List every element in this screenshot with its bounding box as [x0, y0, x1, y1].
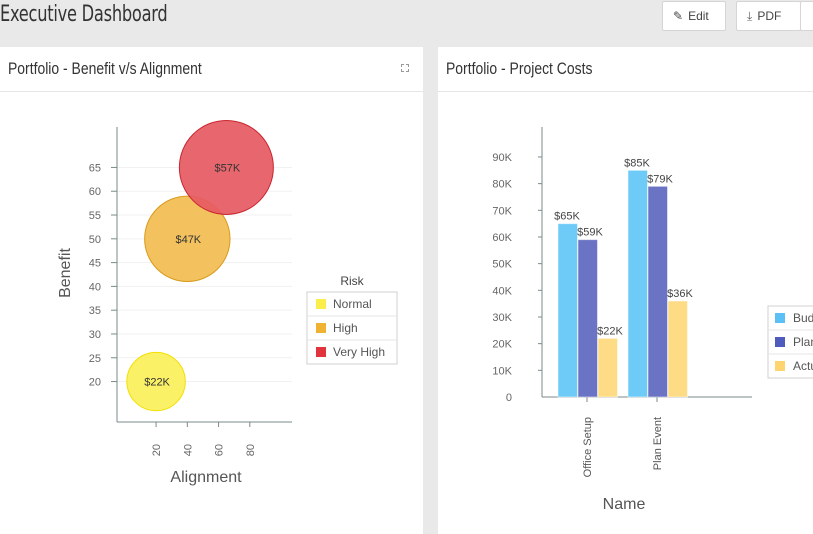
- x-axis-label: Alignment: [170, 469, 242, 486]
- y-tick-label: 0: [506, 392, 512, 404]
- panel-header: Portfolio - Project Costs: [438, 47, 813, 92]
- y-tick-label: 30K: [492, 312, 512, 324]
- y-tick-label: 40K: [492, 285, 512, 297]
- legend-swatch: [316, 323, 326, 333]
- y-tick-label: 60: [89, 186, 101, 198]
- y-tick-label: 60K: [492, 232, 512, 244]
- legend-swatch: [775, 337, 785, 347]
- benefit-alignment-panel: Portfolio - Benefit v/s Alignment 20 25 30…: [0, 47, 423, 534]
- legend-item: Planned: [793, 335, 813, 349]
- x-axis-label: Name: [603, 496, 646, 513]
- download-icon: ⤓: [747, 8, 753, 23]
- y-axis-label: Benefit: [57, 248, 74, 298]
- bar-label: $65K: [554, 211, 580, 223]
- project-costs-panel: Portfolio - Project Costs 0 10K 20K 30K 40K 5…: [438, 47, 813, 534]
- bubble-label: $22K: [144, 377, 170, 389]
- bar: [597, 337, 618, 398]
- y-tick-label: 80K: [492, 179, 512, 191]
- y-tick-label: 55: [89, 210, 101, 222]
- legend-swatch: [775, 361, 785, 371]
- panel-title: Portfolio - Project Costs: [446, 59, 593, 78]
- edit-label: Edit: [688, 9, 709, 23]
- pdf-button[interactable]: ⤓ PDF: [736, 1, 801, 31]
- bubble: [144, 195, 231, 282]
- bar-label: $85K: [624, 157, 650, 169]
- bubble: [126, 351, 186, 412]
- y-tick-label: 40: [89, 281, 101, 293]
- legend-item: High: [333, 321, 358, 335]
- bar-label: $22K: [597, 325, 623, 337]
- bar: [647, 185, 668, 398]
- bar: [627, 169, 648, 398]
- bubble-label: $47K: [175, 234, 201, 246]
- y-tick-label: 50K: [492, 259, 512, 271]
- pdf-label: PDF: [757, 9, 782, 23]
- legend-item: Actual: [793, 359, 813, 373]
- y-tick-label: 35: [89, 305, 101, 317]
- panel-header: Portfolio - Benefit v/s Alignment: [0, 47, 423, 92]
- legend-swatch: [316, 299, 326, 309]
- y-tick-label: 20K: [492, 339, 512, 351]
- bar-label: $79K: [647, 173, 673, 185]
- x-tick-label: Office Setup: [582, 417, 594, 477]
- legend-item: Very High: [333, 345, 385, 359]
- y-tick-label: 90K: [492, 152, 512, 164]
- x-tick-label: 40: [182, 444, 194, 456]
- y-tick-label: 45: [89, 258, 101, 270]
- legend-swatch: [316, 347, 326, 357]
- y-tick-label: 65: [89, 162, 101, 174]
- y-tick-label: 20: [89, 377, 101, 389]
- y-tick-label: 10K: [492, 365, 512, 377]
- y-tick-label: 70K: [492, 205, 512, 217]
- y-tick-label: 50: [89, 234, 101, 246]
- bubble-chart: 20 25 30 35 40 45 50 55 60 65 20 40 60 80 Alignment Ben…: [57, 119, 398, 486]
- legend-title: Risk: [340, 274, 364, 288]
- legend-item: Budget: [793, 311, 813, 325]
- panel-title: Portfolio - Benefit v/s Alignment: [8, 59, 202, 78]
- bar: [667, 300, 688, 398]
- bubble: [178, 119, 274, 215]
- bubble-label: $57K: [215, 162, 241, 174]
- bar-label: $36K: [667, 288, 693, 300]
- edit-button[interactable]: ✎ Edit: [662, 1, 726, 31]
- x-tick-label: Plan Event: [652, 417, 664, 470]
- bar-chart: 0 10K 20K 30K 40K 50K 60K 70K 80K 90K Office Setup…: [492, 127, 813, 513]
- bar-label: $59K: [577, 227, 603, 239]
- bar: [557, 223, 578, 398]
- legend-swatch: [775, 313, 785, 323]
- page-title: Executive Dashboard: [0, 2, 168, 27]
- x-tick-label: 60: [214, 444, 226, 456]
- y-tick-label: 25: [89, 353, 101, 365]
- legend-item: Normal: [333, 297, 372, 311]
- bar: [577, 239, 598, 398]
- pencil-icon: ✎: [673, 9, 684, 23]
- x-tick-label: 20: [151, 444, 163, 456]
- more-button[interactable]: [800, 1, 813, 31]
- y-tick-label: 30: [89, 329, 101, 341]
- expand-icon[interactable]: [401, 64, 409, 72]
- x-tick-label: 80: [245, 444, 257, 456]
